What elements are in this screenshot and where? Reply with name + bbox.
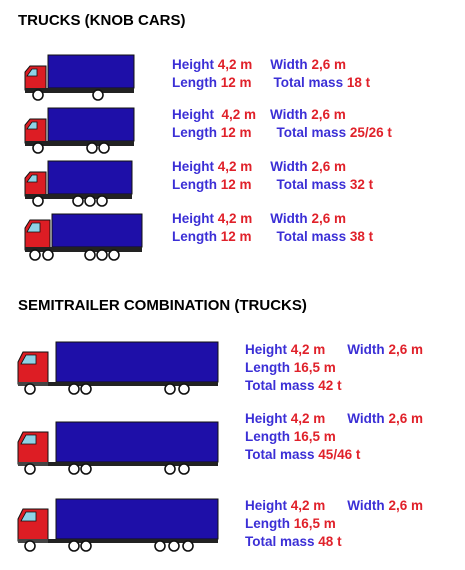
total-mass-label: Total mass	[245, 534, 315, 549]
width-label: Width	[270, 57, 308, 72]
width-value: 2,6 m	[311, 107, 346, 122]
height-value: 4,2 m	[290, 342, 326, 357]
width-value: 2,6 m	[311, 159, 346, 174]
length-label: Length	[172, 229, 217, 244]
height-value: 4,2 m	[290, 498, 326, 513]
height-label: Height	[172, 211, 214, 226]
total-mass-value: 45/46 t	[318, 447, 361, 462]
semitrailer-3-specs: Height 4,2 m Width 2,6 m Length 16,5 m To…	[245, 497, 423, 551]
width-value: 2,6 m	[311, 211, 346, 226]
height-label: Height	[172, 57, 214, 72]
total-mass-label: Total mass	[276, 125, 347, 140]
length-label: Length	[245, 360, 290, 375]
five-axle-truck-icon	[24, 213, 143, 261]
length-value: 12 m	[220, 75, 252, 90]
total-mass-label: Total mass	[245, 447, 315, 462]
height-value: 4,2 m	[290, 411, 326, 426]
width-label: Width	[347, 411, 385, 426]
height-value: 4,2 m	[217, 159, 253, 174]
width-value: 2,6 m	[388, 411, 423, 426]
length-label: Length	[172, 125, 217, 140]
width-label: Width	[347, 342, 385, 357]
truck-2-specs: Height 4,2 m Width 2,6 m Length 12 m Total…	[172, 106, 392, 142]
truck-3-specs: Height 4,2 m Width 2,6 m Length 12 m Total…	[172, 158, 373, 194]
total-mass-label: Total mass	[273, 75, 344, 90]
length-label: Length	[172, 75, 217, 90]
width-label: Width	[270, 159, 308, 174]
semitrailer-5-axle-icon	[17, 341, 219, 395]
two-axle-truck-icon	[24, 54, 135, 101]
height-label: Height	[245, 342, 287, 357]
width-value: 2,6 m	[388, 342, 423, 357]
truck-1-specs: Height 4,2 m Width 2,6 m Length 12 m Total…	[172, 56, 370, 92]
semitrailer-6-axle-icon	[17, 498, 219, 552]
width-value: 2,6 m	[311, 57, 346, 72]
length-value: 16,5 m	[293, 360, 336, 375]
three-axle-truck-icon	[24, 107, 135, 154]
length-value: 16,5 m	[293, 516, 336, 531]
total-mass-value: 18 t	[346, 75, 371, 90]
height-label: Height	[245, 498, 287, 513]
total-mass-value: 25/26 t	[349, 125, 392, 140]
total-mass-value: 32 t	[349, 177, 374, 192]
semitrailer-5-axle-icon	[17, 421, 219, 475]
width-label: Width	[347, 498, 385, 513]
semitrailer-1-specs: Height 4,2 m Width 2,6 m Length 16,5 m To…	[245, 341, 423, 395]
total-mass-label: Total mass	[276, 177, 347, 192]
height-value: 4,2 m	[217, 211, 253, 226]
width-value: 2,6 m	[388, 498, 423, 513]
height-label: Height	[245, 411, 287, 426]
length-value: 12 m	[220, 125, 252, 140]
height-value: 4,2 m	[217, 57, 253, 72]
length-value: 12 m	[220, 177, 252, 192]
height-label: Height	[172, 107, 214, 122]
length-label: Length	[172, 177, 217, 192]
trucks-section-title: TRUCKS (KNOB CARS)	[18, 12, 186, 29]
semitrailer-2-specs: Height 4,2 m Width 2,6 m Length 16,5 m To…	[245, 410, 423, 464]
length-value: 12 m	[220, 229, 252, 244]
height-value: 4,2 m	[221, 107, 257, 122]
length-label: Length	[245, 516, 290, 531]
four-axle-truck-icon	[24, 160, 133, 207]
height-label: Height	[172, 159, 214, 174]
total-mass-value: 42 t	[318, 378, 342, 393]
semitrailer-section-title: SEMITRAILER COMBINATION (TRUCKS)	[18, 297, 307, 314]
width-label: Width	[270, 211, 308, 226]
length-value: 16,5 m	[293, 429, 336, 444]
width-label: Width	[270, 107, 308, 122]
length-label: Length	[245, 429, 290, 444]
total-mass-value: 38 t	[349, 229, 374, 244]
total-mass-value: 48 t	[318, 534, 342, 549]
total-mass-label: Total mass	[276, 229, 347, 244]
total-mass-label: Total mass	[245, 378, 315, 393]
truck-4-specs: Height 4,2 m Width 2,6 m Length 12 m Total…	[172, 210, 373, 246]
